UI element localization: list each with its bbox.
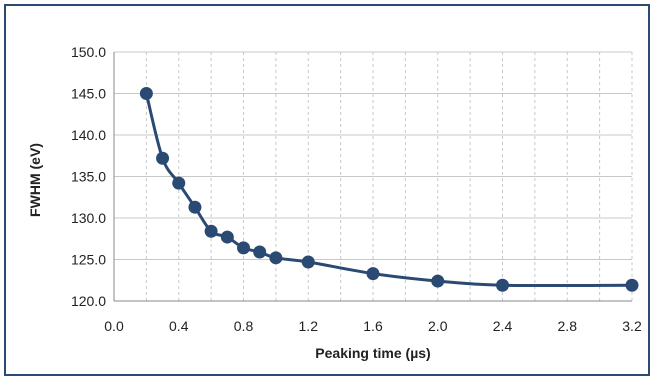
y-tick-label: 125.0 <box>71 252 106 268</box>
x-tick-label: 2.0 <box>428 318 448 334</box>
tick-labels: 0.0 0.4 0.8 1.2 1.6 2.0 2.4 2.8 3.2 120.0 125.0 130… <box>71 44 642 334</box>
data-point <box>237 241 250 255</box>
data-point <box>431 274 445 288</box>
data-point <box>172 176 186 190</box>
grid-lines <box>114 51 633 301</box>
data-point <box>625 278 639 292</box>
chart-frame <box>4 4 650 376</box>
x-axis-title: Peaking time (µs) <box>315 345 430 361</box>
data-point <box>496 278 509 292</box>
y-tick-label: 140.0 <box>71 127 106 143</box>
data-point <box>366 267 380 281</box>
data-point <box>156 151 170 165</box>
series-line <box>144 93 633 288</box>
axes <box>113 52 632 302</box>
x-tick-label: 1.2 <box>299 318 319 334</box>
x-tick-label: 3.2 <box>622 318 642 334</box>
x-tick-label: 0.8 <box>234 318 254 334</box>
data-point <box>188 200 202 214</box>
x-tick-label: 2.8 <box>558 318 578 334</box>
x-tick-label: 1.6 <box>363 318 383 334</box>
data-point <box>204 224 218 238</box>
series-layer <box>139 87 639 292</box>
y-tick-label: 130.0 <box>71 210 106 226</box>
data-point <box>253 245 267 259</box>
data-point <box>139 87 153 100</box>
x-tick-label: 0.0 <box>104 318 124 334</box>
data-point <box>301 255 315 269</box>
x-tick-label: 2.4 <box>493 318 513 334</box>
y-tick-label: 135.0 <box>71 169 106 185</box>
data-point <box>269 251 283 265</box>
y-tick-label: 120.0 <box>71 293 106 309</box>
y-tick-label: 145.0 <box>71 86 106 102</box>
data-point <box>220 230 234 244</box>
x-tick-label: 0.4 <box>169 318 189 334</box>
y-axis-title: FWHM (eV) <box>27 143 43 217</box>
y-tick-label: 150.0 <box>71 44 106 60</box>
